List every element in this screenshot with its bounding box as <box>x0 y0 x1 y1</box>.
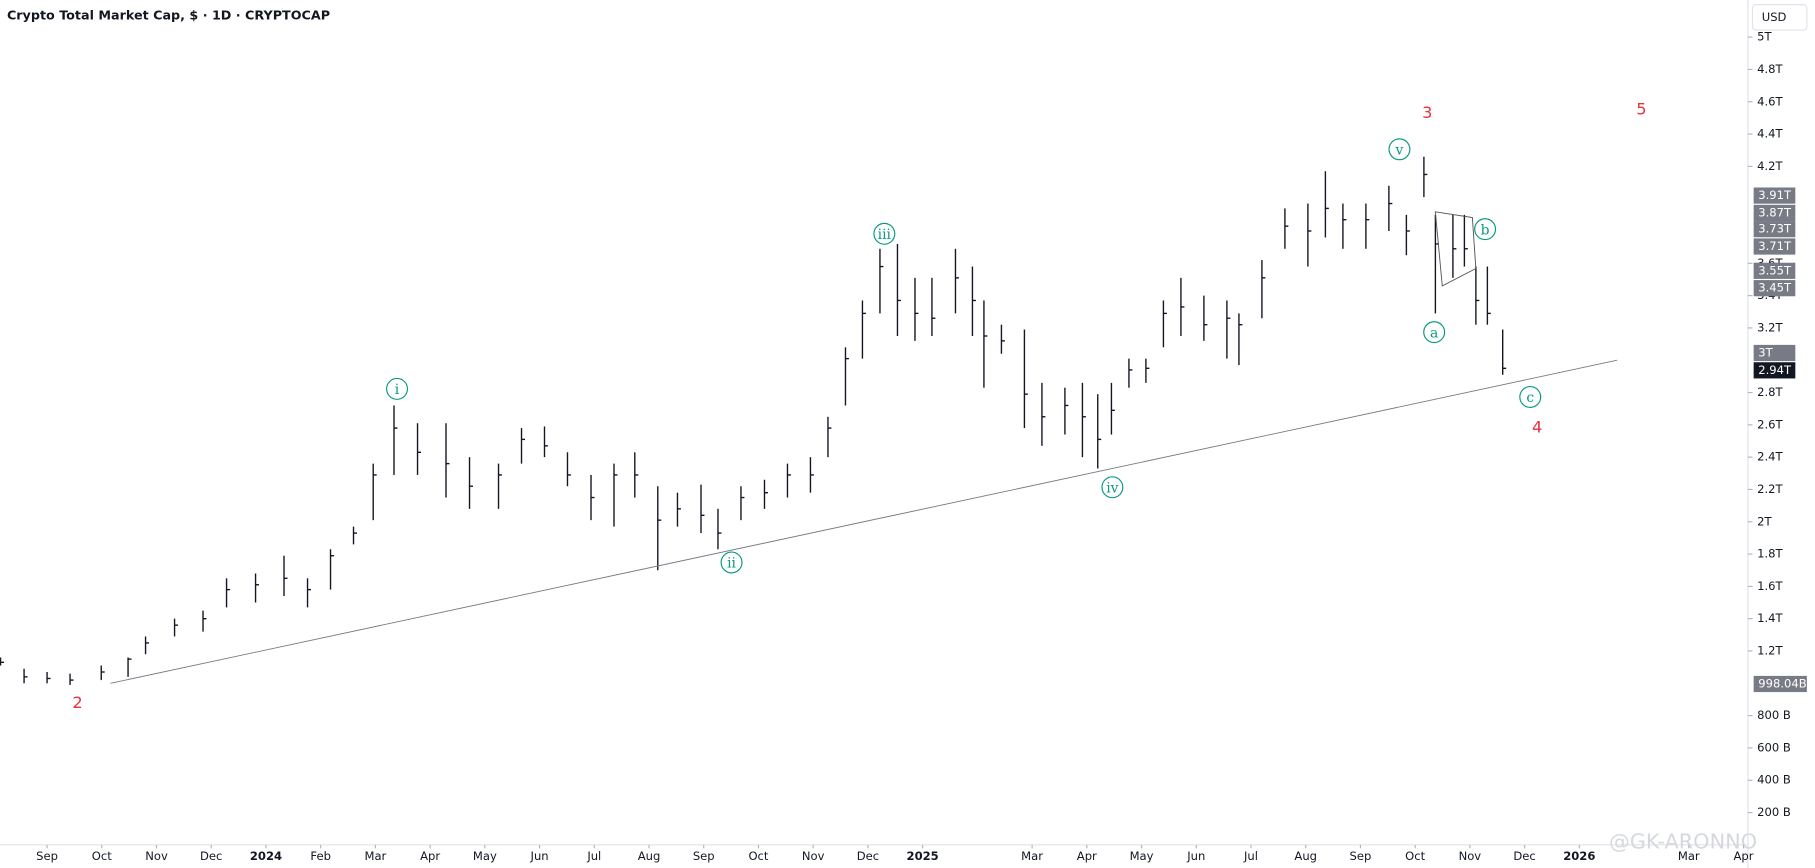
chart-title: Crypto Total Market Cap, $ · 1D · CRYPTO… <box>7 9 330 24</box>
y-tick-label: 800 B <box>1757 708 1791 722</box>
y-tick-label: 1.2T <box>1757 644 1783 658</box>
wave-label: 5 <box>1636 99 1646 118</box>
x-tick-label: Sep <box>1350 849 1372 863</box>
x-tick-label: Apr <box>1733 849 1753 863</box>
bars <box>0 156 1507 685</box>
y-tick-label: 4.8T <box>1757 62 1783 76</box>
x-tick-label: Sep <box>36 849 58 863</box>
subwave-circle <box>386 377 409 400</box>
y-tick-label: 1.4T <box>1757 611 1783 625</box>
subwave-circle <box>873 222 896 245</box>
price-label: 3.71T <box>1758 239 1792 253</box>
subwave-circle <box>720 551 743 574</box>
x-tick-label: Jul <box>586 849 601 863</box>
y-tick-label: 600 B <box>1757 740 1791 754</box>
watermark: @GK-ARONNO <box>1609 830 1757 854</box>
x-tick-label: Oct <box>1405 849 1425 863</box>
y-tick-label: 5T <box>1757 30 1772 44</box>
y-tick-label: 2.4T <box>1757 450 1783 464</box>
subwave-circle <box>1101 476 1124 499</box>
y-tick-label: 4.6T <box>1757 94 1783 108</box>
x-tick-label: Mar <box>364 849 386 863</box>
subwave-label: a <box>1430 325 1438 341</box>
price-label: 3.73T <box>1758 222 1792 236</box>
y-tick-label: 3.2T <box>1757 320 1783 334</box>
subwave-label: i <box>395 382 400 398</box>
price-label-box <box>1753 187 1796 204</box>
x-tick-label: Jun <box>530 849 549 863</box>
price-label: 3.87T <box>1758 205 1792 219</box>
x-tick-label: 2026 <box>1563 849 1595 863</box>
subwave-label: v <box>1395 142 1404 158</box>
y-tick-label: 2.2T <box>1757 482 1783 496</box>
y-tick-label: 2.8T <box>1757 385 1783 399</box>
triangle-pattern <box>1434 211 1477 287</box>
x-tick-label: Jul <box>1243 849 1258 863</box>
currency-label[interactable]: USD <box>1762 10 1787 24</box>
y-tick-label: 400 B <box>1757 773 1791 787</box>
price-label-box <box>1753 675 1807 693</box>
wave-label: 4 <box>1532 418 1542 437</box>
y-tick-label: 1.8T <box>1757 547 1783 561</box>
x-tick-label: Mar <box>1021 849 1043 863</box>
subwave-label: b <box>1481 222 1490 238</box>
y-tick-label: 200 B <box>1757 805 1791 819</box>
currency-button[interactable] <box>1751 4 1808 31</box>
x-tick-label: Jun <box>1186 849 1205 863</box>
x-tick-label: May <box>473 849 497 863</box>
y-tick-label: 4.2T <box>1757 159 1783 173</box>
x-tick-label: 2024 <box>250 849 282 863</box>
y-tick-label: 2T <box>1757 514 1772 528</box>
subwave-label: iv <box>1106 480 1118 496</box>
subwave-label: iii <box>878 227 892 243</box>
subwave-circle <box>1423 321 1446 344</box>
x-tick-label: Dec <box>200 849 222 863</box>
subwave-circle <box>1519 385 1542 408</box>
subwave-circle <box>1388 138 1411 161</box>
x-tick-label: Nov <box>802 849 825 863</box>
subwave-label: c <box>1526 390 1534 406</box>
x-tick-label: Dec <box>857 849 879 863</box>
price-label-box <box>1753 280 1796 297</box>
subwave-label: ii <box>727 556 736 572</box>
x-tick-label: Apr <box>1077 849 1097 863</box>
x-tick-label: Nov <box>145 849 168 863</box>
x-tick-label: 2025 <box>907 849 939 863</box>
price-label: 2.94T <box>1758 363 1792 377</box>
price-label-box <box>1753 362 1796 379</box>
y-tick-label: 2.6T <box>1757 417 1783 431</box>
price-label-box <box>1753 238 1796 255</box>
x-tick-label: May <box>1130 849 1154 863</box>
x-tick-label: Aug <box>1294 849 1317 863</box>
price-label-box <box>1753 221 1796 238</box>
x-tick-label: Feb <box>310 849 330 863</box>
x-tick-label: Oct <box>92 849 112 863</box>
price-label-box <box>1753 344 1796 362</box>
price-label: 998.04B <box>1758 676 1806 690</box>
price-label: 3.91T <box>1758 188 1792 202</box>
trendline <box>110 359 1618 684</box>
x-tick-label: Dec <box>1513 849 1535 863</box>
price-label: 3.45T <box>1758 281 1792 295</box>
y-tick-label: 1.6T <box>1757 579 1783 593</box>
wave-label: 2 <box>72 693 82 712</box>
price-label: 3.55T <box>1758 263 1792 277</box>
y-tick-label: 4.4T <box>1757 127 1783 141</box>
x-tick-label: Sep <box>693 849 715 863</box>
price-label: 3T <box>1758 345 1773 359</box>
price-label-box <box>1753 262 1796 279</box>
x-tick-label: Nov <box>1459 849 1482 863</box>
wave-label: 3 <box>1422 103 1432 122</box>
x-tick-label: Mar <box>1678 849 1700 863</box>
price-label-box <box>1753 204 1796 222</box>
x-tick-label: Aug <box>638 849 661 863</box>
x-tick-label: Oct <box>748 849 768 863</box>
subwave-circle <box>1474 218 1497 241</box>
x-tick-label: Apr <box>420 849 440 863</box>
